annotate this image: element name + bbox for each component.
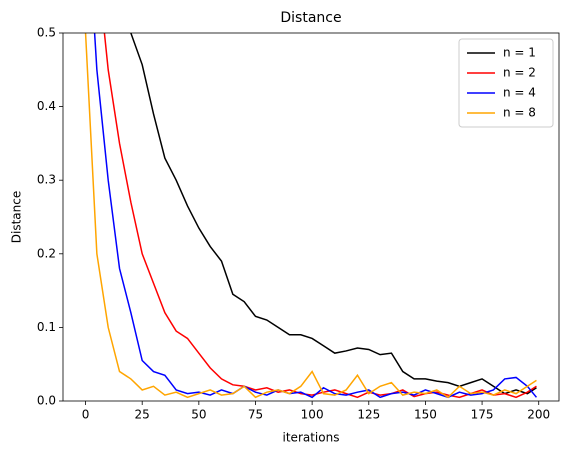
x-tick-label: 200 [527,408,550,422]
x-tick-label: 100 [301,408,324,422]
legend-label: n = 1 [503,46,536,60]
y-axis-label: Distance [10,191,24,243]
y-tick-label: 0.3 [37,173,56,187]
y-tick-label: 0.2 [37,246,56,260]
series-line [84,33,537,399]
chart-title: Distance [280,10,341,26]
legend-label: n = 2 [503,66,536,80]
legend-box [458,38,554,128]
x-tick-label: 50 [191,408,206,422]
series-line [130,33,537,395]
legend-label: n = 4 [503,86,536,100]
x-tick-label: 0 [82,408,90,422]
legend-label: n = 8 [503,106,536,120]
x-tick-label: 75 [248,408,263,422]
y-tick-label: 0.5 [37,26,56,40]
x-tick-label: 125 [357,408,380,422]
y-tick-label: 0.4 [37,99,56,113]
x-axis-label: iterations [283,431,340,445]
series-line [103,33,537,399]
series-line [93,33,538,399]
axes-frame [62,32,560,402]
x-tick-label: 25 [135,408,150,422]
x-tick-label: 150 [414,408,437,422]
plot-area [84,33,538,399]
y-tick-label: 0.1 [37,320,56,334]
y-tick-label: 0.0 [37,394,56,408]
x-tick-label: 175 [471,408,494,422]
